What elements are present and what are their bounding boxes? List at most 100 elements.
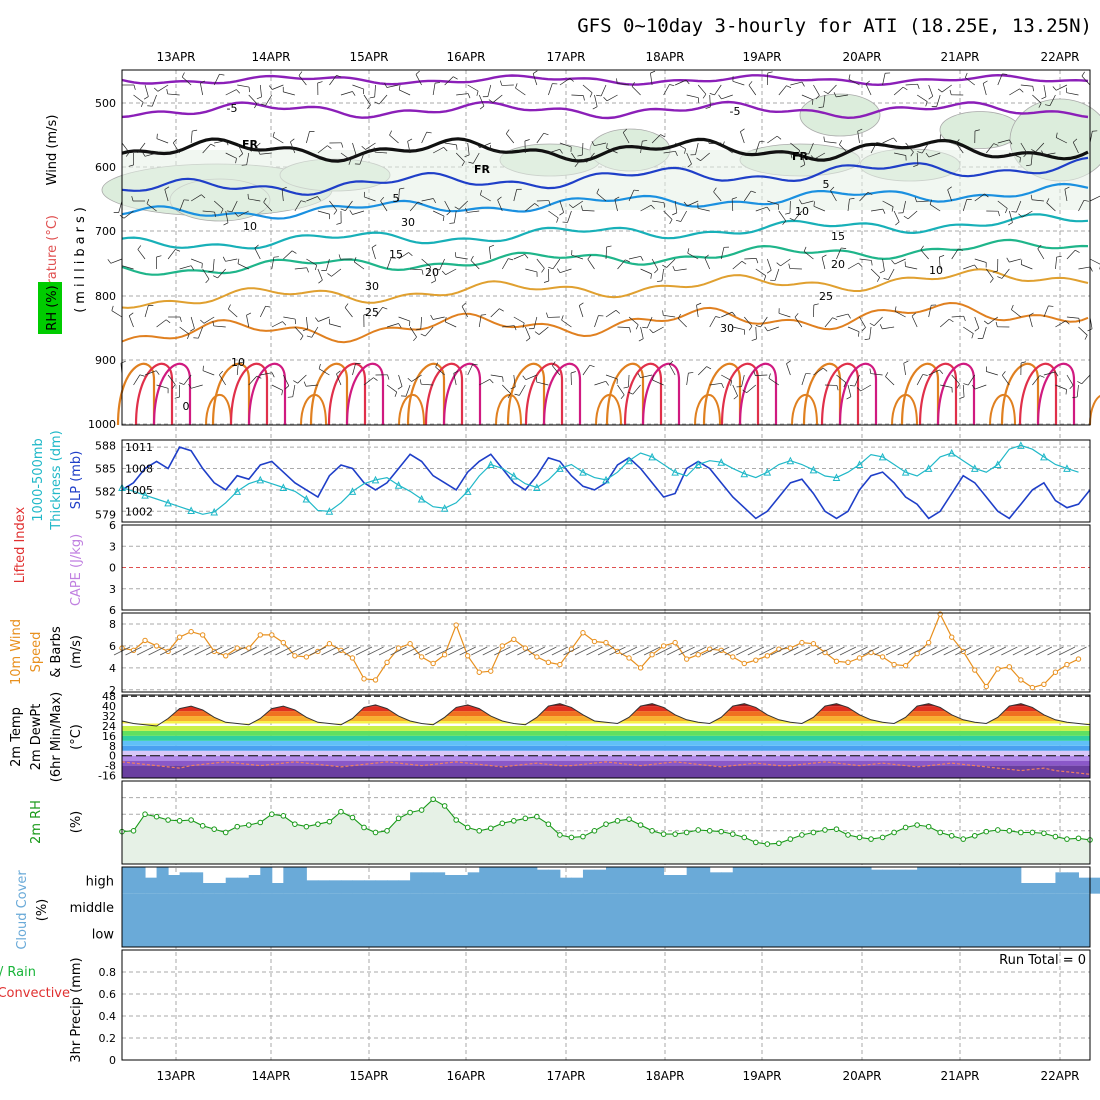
wind-barb-flag [336, 74, 342, 78]
boundary-layer-contour [1000, 362, 1040, 426]
wind-barb-flag [306, 267, 309, 273]
thickness-point [970, 464, 979, 472]
wind-barb [532, 73, 538, 86]
wind-barb [190, 131, 193, 144]
wind-barb [345, 200, 353, 211]
wind-barb [359, 152, 365, 165]
wind-barb [467, 84, 479, 92]
wind-barb [940, 384, 953, 388]
wind-barb-flag [864, 338, 870, 340]
wind-barb [283, 250, 293, 260]
wind-barb [721, 311, 733, 318]
wind-barb [600, 84, 607, 97]
wind-barb-flag [417, 201, 423, 205]
wind-barb-flag [140, 102, 144, 108]
wind-barb [478, 94, 485, 107]
wind-barb-flag [1072, 138, 1078, 143]
boundary-layer-contour [738, 362, 778, 426]
wind-barb-flag [654, 269, 659, 274]
cloud-high-bar [675, 875, 688, 894]
cloud-high-bar [306, 880, 319, 894]
wind-barb-flag [813, 201, 815, 207]
cloud-high-bar [905, 869, 918, 894]
rh2m-unit-label: (%) [69, 811, 84, 834]
cloud-high-bar [214, 883, 227, 894]
wind-barb [128, 315, 134, 328]
wind-barb [940, 139, 952, 144]
rh-point [464, 824, 471, 831]
wind-barb-flag [449, 222, 455, 224]
wind-barb [525, 374, 537, 381]
wind-barb [136, 646, 154, 656]
wind-barb-flag [481, 314, 487, 316]
wind-barb [1020, 142, 1028, 154]
wind-barb-flag [327, 145, 332, 149]
boundary-layer-contour [1018, 362, 1058, 426]
thickness-tick-label: 585 [95, 462, 116, 475]
rh-point [257, 819, 264, 826]
cloud-high-bar [260, 867, 273, 894]
wind-barb-flag [552, 361, 556, 366]
wind-barb [982, 326, 987, 339]
wind-barb-flag [846, 396, 852, 400]
wind-barb [1076, 384, 1079, 397]
wind-barb [859, 258, 872, 261]
wind-barb-flag [869, 368, 872, 374]
wind-barb-flag [352, 91, 356, 96]
wind-barb [1089, 195, 1100, 202]
wind-speed-point [142, 637, 148, 644]
wind-barb-flag [291, 250, 297, 254]
wind-speed-point [660, 643, 667, 649]
wind-barb-flag [753, 370, 756, 376]
wind-barb-flag [508, 258, 514, 261]
wind-barb-flag [637, 373, 641, 378]
wind-speed-point [972, 667, 978, 673]
wind-barb-flag [208, 270, 214, 273]
wind-barb [246, 315, 250, 328]
isotherm-label: FR [474, 163, 491, 176]
wind-barb [133, 374, 141, 386]
slp-label: SLP (mb) [69, 451, 84, 510]
wind-barb [870, 208, 883, 212]
wind-barb [432, 83, 436, 96]
precip-tick-label: 0 [109, 1054, 116, 1067]
thickness-point [394, 481, 403, 489]
panel-frame-slp [121, 439, 1091, 523]
wind-barb-flag [684, 148, 686, 154]
wind-barb-flag [1031, 149, 1036, 153]
wind-barb [869, 326, 872, 339]
wind-barb [578, 305, 584, 318]
wind-barb [1055, 257, 1058, 270]
wind-barb [801, 94, 814, 101]
wind-barb [389, 134, 399, 144]
date-label-bottom: 21APR [940, 1069, 979, 1083]
wind-barb [182, 646, 200, 656]
wind-barb-flag [373, 147, 376, 153]
wind-barb-flag [581, 205, 583, 211]
wind-barb [540, 646, 557, 656]
wind-barb [398, 252, 409, 260]
wind-barb-flag [1081, 71, 1085, 77]
wind-barb-flag [1005, 208, 1008, 214]
panel-frame-precip [121, 949, 1091, 1061]
boundary-layer-contour [1089, 394, 1100, 426]
wind-barb-flag [857, 128, 863, 132]
rh-point [568, 834, 575, 841]
date-label-top: 19APR [742, 50, 781, 64]
precip-total-label: Total / Rain [0, 965, 36, 980]
wind-barb-flag [489, 244, 495, 248]
wind-barb-flag [349, 210, 353, 215]
pressure-tick-label: 600 [95, 161, 116, 174]
boundary-layer-contour [495, 393, 522, 426]
wind-barb-flag [628, 391, 634, 395]
wind-barb-flag [236, 89, 241, 94]
wind-barb [885, 646, 903, 656]
wind-barb-flag [640, 256, 644, 261]
wind-barb-flag [623, 386, 629, 389]
wind-barb [701, 646, 718, 656]
wind-barb-flag [228, 304, 231, 310]
wind-barb [482, 646, 499, 656]
wind-barb [225, 258, 238, 262]
wind-barb [594, 94, 598, 107]
run-total-label: Run Total = 0 [999, 953, 1086, 968]
